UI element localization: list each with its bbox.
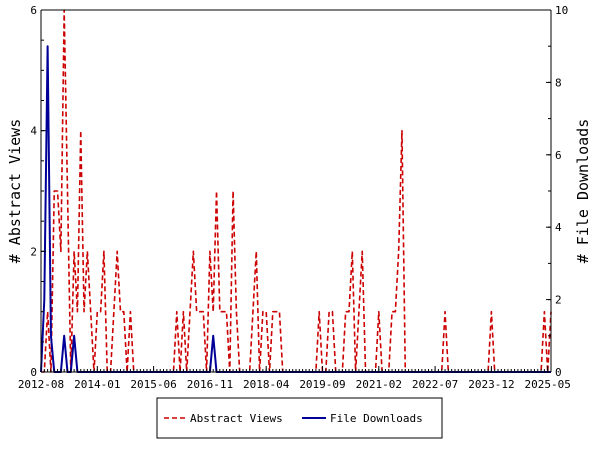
x-tick-label: 2016-11 <box>187 378 233 391</box>
y-left-tick-label: 6 <box>30 4 37 17</box>
axes-layer: 2012-08 2014-01 2015-06 2016-11 2018-04 2019-… <box>18 4 571 391</box>
plot-background <box>41 10 551 372</box>
x-tick-label: 2018-04 <box>243 378 290 391</box>
y-right-tick-label: 10 <box>555 4 568 17</box>
x-tick-label: 2025-05 <box>525 378 571 391</box>
y-left-tick-label: 4 <box>30 125 37 138</box>
plot-area <box>41 10 551 372</box>
x-tick-label: 2019-09 <box>299 378 345 391</box>
x-tick-label: 2012-08 <box>18 378 64 391</box>
y-right-tick-label: 0 <box>555 366 562 379</box>
x-tick-label: 2022-07 <box>412 378 458 391</box>
x-tick-label: 2021-02 <box>356 378 402 391</box>
y-right-tick-label: 2 <box>555 294 562 307</box>
x-tick-label: 2014-01 <box>74 378 120 391</box>
y-axis-right-title: # File Downloads <box>574 119 592 264</box>
legend-box <box>156 397 443 439</box>
y-left-tick-label: 2 <box>30 245 37 258</box>
x-tick-label: 2023-12 <box>468 378 514 391</box>
legend-label-abstract-views: Abstract Views <box>190 412 283 425</box>
y-right-tick-label: 6 <box>555 149 562 162</box>
y-right-tick-label: 4 <box>555 221 562 234</box>
y-right-tick-label: 8 <box>555 76 562 89</box>
legend-label-file-downloads: File Downloads <box>330 412 423 425</box>
legend: Abstract Views File Downloads <box>156 397 443 439</box>
y-axis-left-title: # Abstract Views <box>6 119 24 264</box>
x-tick-label: 2015-06 <box>130 378 176 391</box>
y-left-tick-label: 0 <box>30 366 37 379</box>
